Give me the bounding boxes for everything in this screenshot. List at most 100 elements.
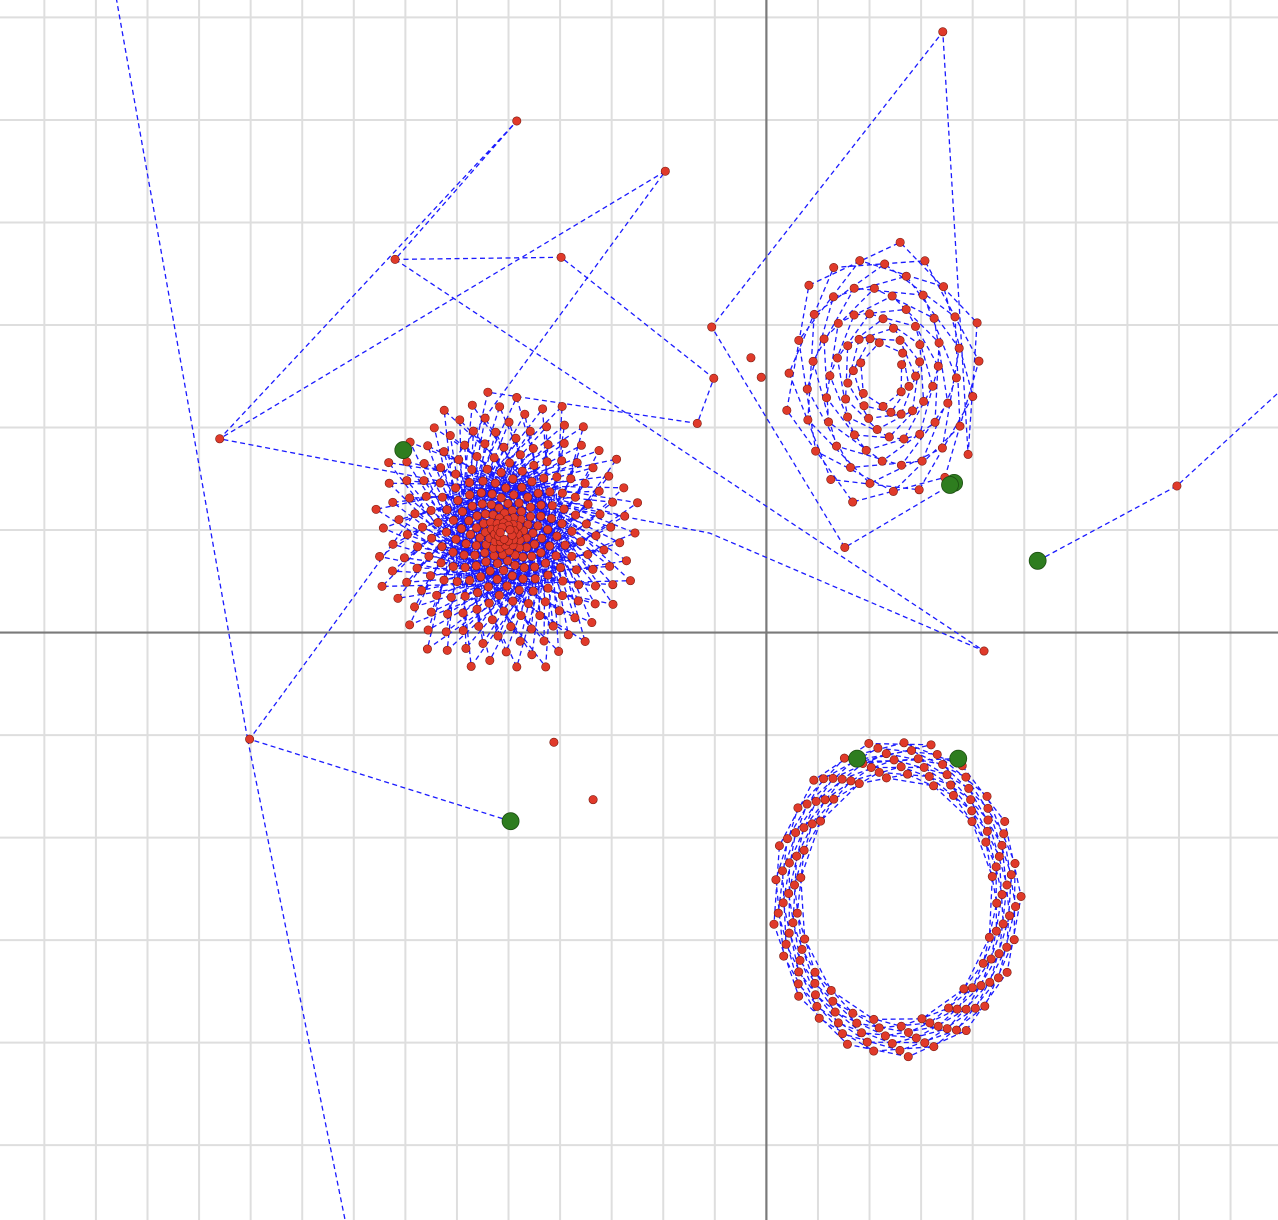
trajectory-point bbox=[910, 321, 920, 331]
trajectory-point bbox=[1002, 942, 1012, 952]
trajectory-point bbox=[571, 510, 581, 520]
trajectory-point bbox=[819, 774, 829, 784]
trajectory-point bbox=[454, 455, 464, 465]
trajectory-point bbox=[865, 309, 875, 319]
trajectory-point bbox=[888, 486, 898, 496]
trajectory-point bbox=[794, 335, 804, 345]
trajectory-point bbox=[443, 609, 453, 619]
trajectory-point bbox=[887, 291, 897, 301]
trajectory-point bbox=[811, 446, 821, 456]
trajectory-point bbox=[536, 500, 546, 510]
trajectory-point bbox=[943, 398, 953, 408]
trajectory-point bbox=[467, 400, 477, 410]
trajectory-point bbox=[1172, 481, 1182, 491]
trajectory-point bbox=[446, 592, 456, 602]
trajectory-point bbox=[486, 500, 496, 510]
trajectory-point bbox=[854, 334, 864, 344]
trajectory-point bbox=[445, 431, 455, 441]
trajectory-point bbox=[459, 550, 469, 560]
trajectory-point bbox=[460, 591, 470, 601]
trajectory-point bbox=[779, 951, 789, 961]
trajectory-point bbox=[966, 795, 976, 805]
trajectory-point bbox=[475, 533, 485, 543]
trajectory-point bbox=[878, 401, 888, 411]
trajectory-point bbox=[465, 575, 475, 585]
trajectory-point bbox=[967, 817, 977, 827]
trajectory-point bbox=[499, 442, 509, 452]
trajectory-point bbox=[526, 502, 536, 512]
trajectory-point bbox=[587, 618, 597, 628]
trajectory-point bbox=[543, 525, 553, 535]
trajectory-point bbox=[535, 611, 545, 621]
trajectory-point bbox=[978, 958, 988, 968]
trajectory-point bbox=[963, 449, 973, 459]
trajectory-point bbox=[547, 501, 557, 511]
trajectory-point bbox=[413, 542, 423, 552]
trajectory-point bbox=[959, 984, 969, 994]
trajectory-point bbox=[802, 384, 812, 394]
trajectory-point bbox=[999, 829, 1009, 839]
trajectory-point bbox=[566, 474, 576, 484]
trajectory-point bbox=[707, 322, 717, 332]
trajectory-point bbox=[828, 773, 838, 783]
trajectory-point bbox=[545, 487, 555, 497]
trajectory-point bbox=[793, 979, 803, 989]
trajectory-point bbox=[784, 858, 794, 868]
trajectory-point bbox=[788, 918, 798, 928]
trajectory-point bbox=[895, 1045, 905, 1055]
trajectory-point bbox=[854, 779, 864, 789]
trajectory-point bbox=[980, 1001, 990, 1011]
trajectory-point bbox=[864, 413, 874, 423]
trajectory-point bbox=[915, 357, 925, 367]
trajectory-point bbox=[439, 405, 449, 415]
trajectory-point bbox=[620, 511, 630, 521]
trajectory-point bbox=[809, 775, 819, 785]
start-point bbox=[949, 749, 968, 768]
trajectory-point bbox=[938, 759, 948, 769]
trajectory-point bbox=[982, 791, 992, 801]
trajectory-point bbox=[881, 773, 891, 783]
trajectory-point bbox=[826, 474, 836, 484]
trajectory-point bbox=[499, 606, 509, 616]
extra-path-3 bbox=[246, 739, 346, 1220]
trajectory-point bbox=[855, 256, 865, 266]
trajectory-point bbox=[608, 599, 618, 609]
trajectory-point bbox=[423, 625, 433, 635]
trajectory-point bbox=[515, 636, 525, 646]
trajectory-point bbox=[505, 525, 515, 535]
trajectory-point bbox=[939, 282, 949, 292]
trajectory-point bbox=[846, 776, 856, 786]
trajectory-point bbox=[595, 509, 605, 519]
trajectory-point bbox=[494, 503, 504, 513]
trajectory-point bbox=[512, 662, 522, 672]
trajectory-point bbox=[514, 498, 524, 508]
trajectory-point bbox=[412, 563, 422, 573]
trajectory-point bbox=[429, 423, 439, 433]
trajectory-point bbox=[484, 598, 494, 608]
trajectory-point bbox=[552, 531, 562, 541]
trajectory-point bbox=[896, 460, 906, 470]
trajectory-point bbox=[439, 447, 449, 457]
trajectory-point bbox=[819, 334, 829, 344]
trajectory-point bbox=[793, 803, 803, 813]
trajectory-point bbox=[810, 990, 820, 1000]
trajectory-point bbox=[848, 497, 858, 507]
trajectory-point bbox=[578, 422, 588, 432]
trajectory-point bbox=[849, 430, 859, 440]
trajectory-point bbox=[499, 565, 509, 575]
trajectory-point bbox=[506, 622, 516, 632]
trajectory-point bbox=[774, 841, 784, 851]
trajectory-point bbox=[559, 420, 569, 430]
trajectory-point bbox=[483, 582, 493, 592]
trajectory-point bbox=[901, 271, 911, 281]
trajectory-point bbox=[773, 908, 783, 918]
trajectory-point bbox=[878, 314, 888, 324]
trajectory-point bbox=[929, 313, 939, 323]
trajectory-point bbox=[442, 505, 452, 515]
trajectory-point bbox=[425, 571, 435, 581]
trajectory-point bbox=[1002, 967, 1012, 977]
trajectory-point bbox=[471, 561, 481, 571]
trajectory-point bbox=[858, 388, 868, 398]
